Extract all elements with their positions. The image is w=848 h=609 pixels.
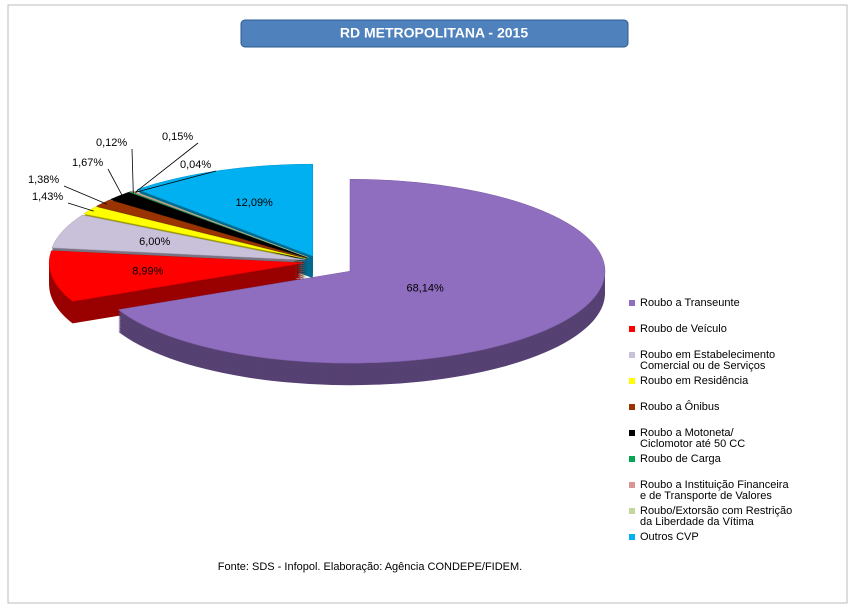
legend-swatch (629, 352, 635, 358)
legend-swatch (629, 326, 635, 332)
legend-label: Roubo/Extorsão com Restrição (640, 505, 792, 517)
leader-line (135, 170, 217, 193)
data-label: 1,67% (72, 157, 103, 169)
legend-label: Outros CVP (640, 531, 699, 543)
slice (109, 192, 308, 258)
leader-line (134, 142, 199, 193)
slice (48, 250, 305, 302)
legend-label: Roubo a Motoneta/ (640, 427, 735, 439)
legend-swatch (629, 430, 635, 436)
data-label: 1,43% (32, 191, 63, 203)
leader-line (63, 185, 108, 205)
slice (51, 214, 305, 261)
data-label: 0,15% (162, 131, 193, 143)
data-label: 8,99% (132, 265, 163, 277)
data-label: 0,12% (96, 137, 127, 149)
legend-label: da Liberdade da Vítima (640, 516, 755, 528)
slice (136, 163, 314, 257)
slice (95, 199, 307, 259)
data-label: 0,04% (180, 159, 211, 171)
legend-swatch (629, 300, 635, 306)
legend-label: Comercial ou de Serviços (640, 360, 766, 372)
legend-label: Roubo a Ônibus (640, 400, 720, 413)
legend-label: Roubo em Residência (640, 375, 749, 387)
leader-line (107, 168, 124, 198)
legend-swatch (629, 534, 635, 540)
slice (131, 190, 309, 258)
data-label: 1,38% (28, 174, 59, 186)
legend-swatch (629, 456, 635, 462)
legend-label: Roubo em Estabelecimento (640, 349, 775, 361)
data-label: 68,14% (406, 282, 444, 294)
chart-title: RD METROPOLITANA - 2015 (340, 25, 528, 41)
legend-label: Roubo de Veículo (640, 323, 727, 335)
data-label: 12,09% (236, 197, 274, 209)
source-note: Fonte: SDS - Infopol. Elaboração: Agênci… (218, 561, 522, 573)
legend-label: Ciclomotor até 50 CC (640, 438, 745, 450)
legend-swatch (629, 378, 635, 384)
legend-swatch (629, 482, 635, 488)
legend-swatch (629, 508, 635, 514)
legend-label: Roubo de Carga (640, 453, 722, 465)
title-box (240, 19, 629, 48)
legend-label: Roubo a Transeunte (640, 297, 740, 309)
leader-line (67, 202, 94, 212)
leader-line (131, 148, 134, 194)
legend-swatch (629, 404, 635, 410)
slice (117, 178, 606, 364)
legend-label: Roubo a Instituição Financeira (640, 479, 789, 491)
data-label: 6,00% (139, 236, 170, 248)
legend-label: e de Transporte de Valores (640, 490, 772, 502)
